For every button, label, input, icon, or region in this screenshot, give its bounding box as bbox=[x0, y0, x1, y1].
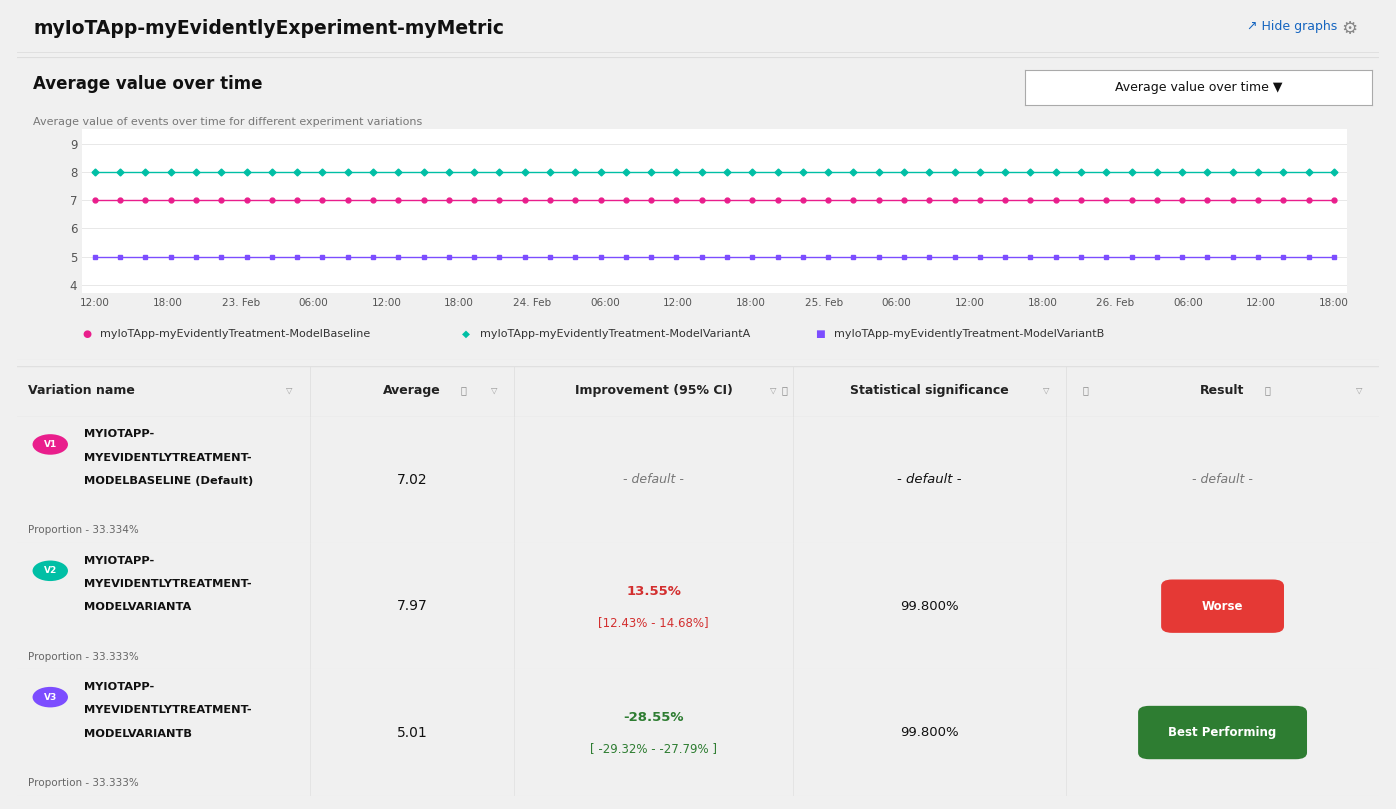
Circle shape bbox=[32, 434, 68, 455]
Text: ⓘ: ⓘ bbox=[1082, 385, 1089, 395]
Text: MYIOTAPP-: MYIOTAPP- bbox=[84, 430, 154, 439]
Text: ▽: ▽ bbox=[286, 386, 293, 395]
Circle shape bbox=[32, 561, 68, 581]
FancyBboxPatch shape bbox=[1138, 705, 1307, 759]
Text: 99.800%: 99.800% bbox=[900, 599, 959, 612]
Circle shape bbox=[32, 687, 68, 707]
Text: Statistical significance: Statistical significance bbox=[850, 383, 1009, 396]
Text: Best Performing: Best Performing bbox=[1168, 726, 1277, 739]
Text: Improvement (95% CI): Improvement (95% CI) bbox=[575, 383, 733, 396]
Text: ▽: ▽ bbox=[491, 386, 497, 395]
Text: MYIOTAPP-: MYIOTAPP- bbox=[84, 556, 154, 565]
Text: 7.02: 7.02 bbox=[396, 472, 427, 487]
Text: 99.800%: 99.800% bbox=[900, 726, 959, 739]
Text: myIoTApp-myEvidentlyExperiment-myMetric: myIoTApp-myEvidentlyExperiment-myMetric bbox=[34, 19, 504, 38]
Text: [ -29.32% - -27.79% ]: [ -29.32% - -27.79% ] bbox=[591, 743, 718, 756]
Text: ↗ Hide graphs: ↗ Hide graphs bbox=[1247, 20, 1337, 33]
Text: MYEVIDENTLYTREATMENT-: MYEVIDENTLYTREATMENT- bbox=[84, 453, 251, 463]
Text: Worse: Worse bbox=[1202, 599, 1244, 612]
Text: [12.43% - 14.68%]: [12.43% - 14.68%] bbox=[599, 616, 709, 629]
Text: Average value of events over time for different experiment variations: Average value of events over time for di… bbox=[34, 117, 423, 127]
Text: ⓘ: ⓘ bbox=[461, 385, 466, 395]
Text: Variation name: Variation name bbox=[28, 383, 135, 396]
Text: Result: Result bbox=[1201, 383, 1245, 396]
Text: - default -: - default - bbox=[623, 473, 684, 486]
Text: ⓘ: ⓘ bbox=[1265, 385, 1270, 395]
Text: ■: ■ bbox=[815, 329, 825, 339]
Text: V2: V2 bbox=[43, 566, 57, 575]
Text: V1: V1 bbox=[43, 440, 57, 449]
Text: ●: ● bbox=[82, 329, 91, 339]
Text: Average: Average bbox=[383, 383, 441, 396]
Text: ▽: ▽ bbox=[1356, 386, 1362, 395]
Text: ⚙: ⚙ bbox=[1342, 19, 1357, 37]
Text: ▽: ▽ bbox=[771, 386, 776, 395]
Text: ⓘ: ⓘ bbox=[782, 385, 787, 395]
Text: MYIOTAPP-: MYIOTAPP- bbox=[84, 682, 154, 692]
Text: MYEVIDENTLYTREATMENT-: MYEVIDENTLYTREATMENT- bbox=[84, 579, 251, 589]
Text: MYEVIDENTLYTREATMENT-: MYEVIDENTLYTREATMENT- bbox=[84, 705, 251, 715]
Text: 7.97: 7.97 bbox=[396, 599, 427, 613]
Text: ▽: ▽ bbox=[1043, 386, 1050, 395]
Text: 5.01: 5.01 bbox=[396, 726, 427, 739]
Text: Average value over time: Average value over time bbox=[34, 75, 262, 93]
Text: Proportion - 33.333%: Proportion - 33.333% bbox=[28, 652, 138, 662]
Text: -28.55%: -28.55% bbox=[624, 711, 684, 724]
Text: - default -: - default - bbox=[1192, 473, 1254, 486]
Text: MODELBASELINE (Default): MODELBASELINE (Default) bbox=[84, 476, 253, 486]
Text: MODELVARIANTA: MODELVARIANTA bbox=[84, 603, 191, 612]
Text: myIoTApp-myEvidentlyTreatment-ModelBaseline: myIoTApp-myEvidentlyTreatment-ModelBasel… bbox=[101, 329, 370, 339]
Text: MODELVARIANTB: MODELVARIANTB bbox=[84, 729, 191, 739]
Text: Proportion - 33.334%: Proportion - 33.334% bbox=[28, 525, 138, 536]
Text: ◆: ◆ bbox=[462, 329, 469, 339]
Text: 13.55%: 13.55% bbox=[627, 585, 681, 598]
Text: myIoTApp-myEvidentlyTreatment-ModelVariantB: myIoTApp-myEvidentlyTreatment-ModelVaria… bbox=[833, 329, 1104, 339]
Text: V3: V3 bbox=[43, 693, 57, 701]
FancyBboxPatch shape bbox=[1161, 579, 1284, 633]
Text: - default -: - default - bbox=[898, 473, 962, 486]
Text: myIoTApp-myEvidentlyTreatment-ModelVariantA: myIoTApp-myEvidentlyTreatment-ModelVaria… bbox=[480, 329, 750, 339]
Text: Proportion - 33.333%: Proportion - 33.333% bbox=[28, 778, 138, 788]
Text: Average value over time ▼: Average value over time ▼ bbox=[1115, 81, 1283, 94]
